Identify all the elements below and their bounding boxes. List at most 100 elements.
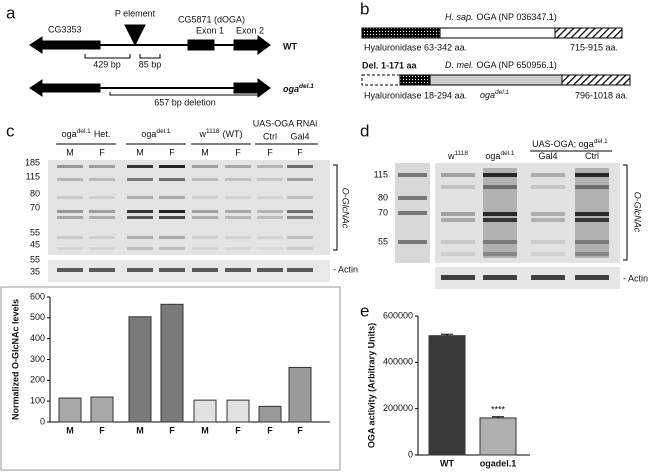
y-tick-label: 200000 (383, 403, 413, 413)
bar (479, 417, 517, 456)
band (192, 236, 218, 239)
panel-letter: b (360, 0, 369, 18)
domain-label: Hyaluronidase 63-342 aa. (364, 42, 467, 52)
band (225, 268, 251, 272)
band (225, 178, 251, 181)
ladder-band (398, 173, 427, 177)
exon2 (233, 35, 271, 55)
gene-label: P element (115, 8, 156, 18)
y-tick-label: 400000 (383, 357, 413, 367)
band (531, 275, 565, 280)
marker-label: 70 (30, 202, 40, 212)
lane-label: F (267, 147, 273, 157)
allele-label: ogadel.1 (480, 89, 510, 101)
band (127, 165, 153, 168)
ladder-band (398, 196, 427, 200)
band (89, 268, 115, 272)
band (192, 247, 218, 250)
c-term-domain (554, 27, 623, 39)
y-axis-title: OGA activity (Arbitrary Units) (366, 323, 376, 448)
band (287, 210, 313, 213)
band (531, 218, 565, 222)
lane-label: F (169, 147, 175, 157)
band (531, 240, 565, 244)
band (483, 240, 517, 244)
band (89, 178, 115, 181)
hyaluronidase-domain (399, 74, 431, 86)
bar (90, 396, 114, 423)
band (127, 196, 153, 199)
protein-title: D. mel. OGA (NP 650956.1) (445, 60, 557, 70)
lane-label: F (99, 147, 105, 157)
band (192, 216, 218, 219)
band (441, 240, 475, 244)
bar (258, 405, 282, 423)
superscript: del.1 (495, 89, 509, 96)
band (257, 268, 283, 272)
marker-label: 115 (374, 169, 388, 179)
superscript: 1118 (455, 150, 469, 157)
group-header: w1118 (WT) (199, 128, 243, 140)
marker-label: 115 (26, 171, 40, 181)
exon1 (187, 39, 215, 51)
bracket (623, 164, 628, 261)
x-tick-label: M (66, 425, 74, 435)
bar (128, 316, 152, 423)
band (257, 216, 283, 219)
span-label: 429 bp (93, 59, 121, 69)
band (159, 247, 185, 250)
superscript: del.1 (299, 83, 314, 90)
band (441, 212, 475, 216)
domain-label: 796-1018 aa. (575, 90, 628, 100)
band (159, 268, 185, 272)
protein-diagram (361, 27, 631, 86)
band (127, 268, 153, 272)
y-tick-label: 200 (30, 375, 45, 385)
blot (48, 160, 330, 255)
band (575, 185, 609, 189)
domain-label: Del. 1-171 aa (362, 60, 418, 70)
label-text: oga (141, 129, 156, 139)
gene-label: Exon 1 (196, 25, 224, 35)
band (257, 210, 283, 213)
lane-header: Gal4 (290, 131, 309, 141)
fly-oga (429, 74, 563, 86)
band (89, 196, 115, 199)
bar (428, 335, 466, 456)
cg3353-arrow (29, 79, 101, 97)
band (57, 178, 83, 181)
gene-diagram (29, 24, 271, 98)
x-tick-label: F (267, 425, 273, 435)
label-text: oga (480, 90, 495, 100)
domain-label: Hyaluronidase 18-294 aa. (364, 90, 467, 100)
lane-label: M (201, 147, 209, 157)
lane-label: F (297, 147, 303, 157)
band (287, 178, 313, 181)
y-tick-label: 400 (30, 333, 45, 343)
c-term-domain (561, 74, 631, 86)
x-tick-label: M (136, 425, 144, 435)
band (483, 185, 517, 189)
y-tick-label: 0 (40, 416, 45, 426)
band (483, 173, 517, 177)
lane-header: w1118 (447, 150, 468, 162)
label-suffix: (WT) (223, 129, 243, 139)
band (575, 252, 609, 256)
error-bar (492, 416, 504, 418)
blot-label: - Actin (333, 264, 358, 274)
allele-label: ogadel.1 (283, 83, 314, 95)
lane-header: Gal4 (538, 151, 557, 161)
bar (58, 397, 82, 423)
band (257, 247, 283, 250)
x-tick-label: F (169, 425, 175, 435)
marker-label: 45 (30, 239, 40, 249)
band (441, 218, 475, 222)
band (89, 210, 115, 213)
band (257, 178, 283, 181)
bar (160, 303, 184, 423)
band (225, 247, 251, 250)
band (225, 196, 251, 199)
gene-label: Exon 2 (236, 25, 264, 35)
superscript: del.1 (77, 128, 91, 135)
